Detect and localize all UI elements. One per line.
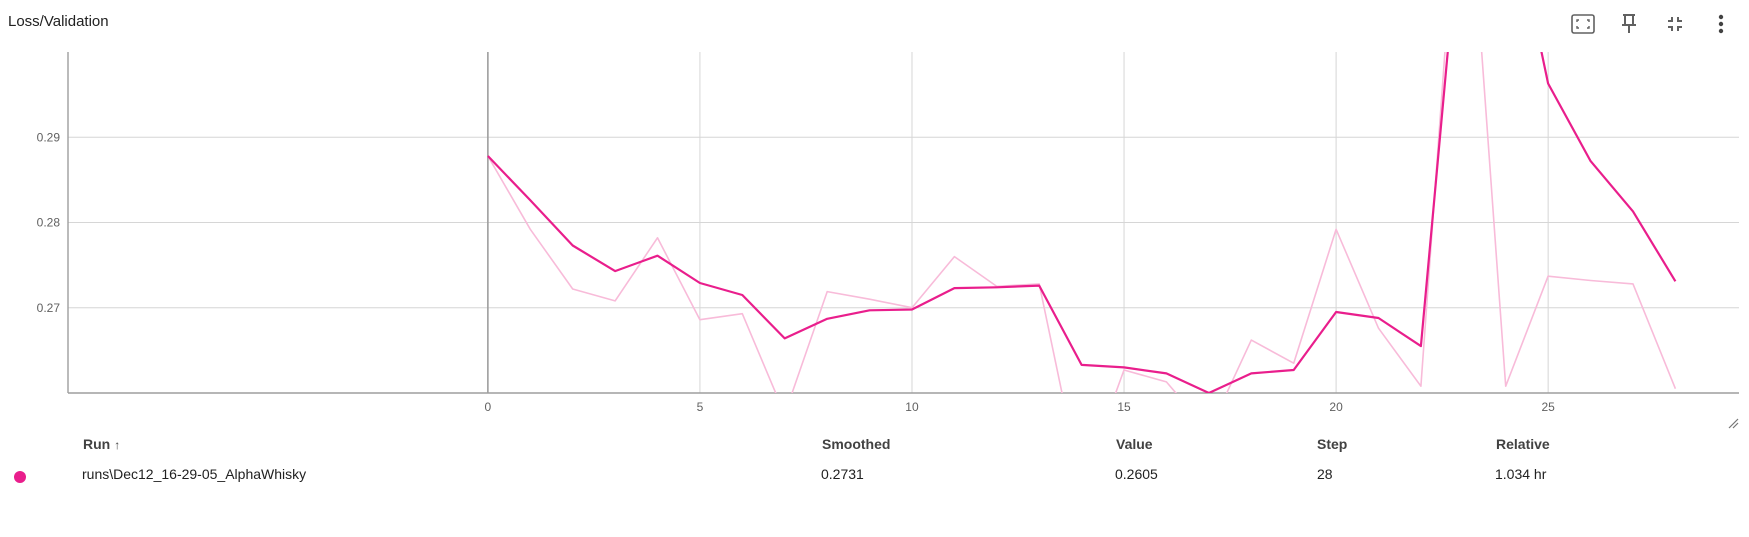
run-color-dot xyxy=(14,471,26,483)
line-chart[interactable]: 0.27 0.28 0.29 0 5 10 15 20 25 xyxy=(0,0,1749,420)
x-tick-label: 0 xyxy=(485,400,492,414)
table-header-row: Run ↑ Smoothed Value Step Relative xyxy=(0,430,1749,460)
run-column-header[interactable]: Run ↑ xyxy=(83,436,120,452)
raw-series-line xyxy=(487,52,1677,393)
pin-card-button[interactable] xyxy=(1609,8,1649,40)
run-name-cell: runs\Dec12_16-29-05_AlphaWhisky xyxy=(82,466,307,482)
x-tick-label: 10 xyxy=(905,400,919,414)
table-row: runs\Dec12_16-29-05_AlphaWhisky 0.2731 0… xyxy=(0,460,1749,490)
y-tick-label: 0.28 xyxy=(37,216,61,230)
x-tick-label: 25 xyxy=(1541,400,1555,414)
collapse-icon xyxy=(1668,17,1682,31)
fit-domain-button[interactable] xyxy=(1563,8,1603,40)
relative-cell: 1.034 hr xyxy=(1495,466,1547,482)
run-data-table: Run ↑ Smoothed Value Step Relative runs\D… xyxy=(0,430,1749,490)
step-cell: 28 xyxy=(1317,466,1333,482)
step-column-header[interactable]: Step xyxy=(1317,436,1348,452)
x-tick-label: 5 xyxy=(697,400,704,414)
y-tick-label: 0.27 xyxy=(37,301,61,315)
sort-ascending-icon: ↑ xyxy=(114,438,121,452)
chart-grid xyxy=(68,52,1739,393)
x-tick-label: 15 xyxy=(1117,400,1131,414)
card-title: Loss/Validation xyxy=(8,13,109,30)
pin-icon xyxy=(1622,14,1636,33)
chart-axes: 0.27 0.28 0.29 0 5 10 15 20 25 xyxy=(37,52,1739,414)
collapse-card-button[interactable] xyxy=(1655,8,1695,40)
relative-column-header[interactable]: Relative xyxy=(1496,436,1550,452)
card-toolbar xyxy=(1563,8,1741,40)
x-tick-label: 20 xyxy=(1329,400,1343,414)
smoothed-column-header[interactable]: Smoothed xyxy=(822,436,891,452)
value-column-header[interactable]: Value xyxy=(1116,436,1153,452)
resize-handle-icon[interactable] xyxy=(1727,417,1739,429)
y-tick-label: 0.29 xyxy=(37,130,61,144)
run-header-label: Run xyxy=(83,436,111,452)
fit-screen-icon xyxy=(1571,14,1595,34)
chart-series xyxy=(487,52,1677,393)
smoothed-cell: 0.2731 xyxy=(821,466,864,482)
smoothed-series-line xyxy=(487,52,1677,393)
more-options-button[interactable] xyxy=(1701,8,1741,40)
value-cell: 0.2605 xyxy=(1115,466,1158,482)
more-vert-icon xyxy=(1718,14,1724,34)
